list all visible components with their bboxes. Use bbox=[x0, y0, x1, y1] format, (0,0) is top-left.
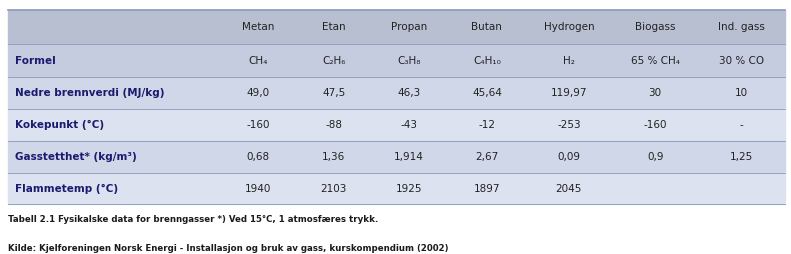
Text: C₄H₁₀: C₄H₁₀ bbox=[473, 56, 501, 66]
Text: 10: 10 bbox=[735, 88, 748, 98]
Text: 2103: 2103 bbox=[320, 184, 347, 194]
Text: Butan: Butan bbox=[471, 22, 502, 32]
Text: -160: -160 bbox=[247, 120, 270, 130]
Text: Tabell 2.1 Fysikalske data for brenngasser *) Ved 15°C, 1 atmosfæres trykk.: Tabell 2.1 Fysikalske data for brenngass… bbox=[8, 215, 378, 224]
Text: CH₄: CH₄ bbox=[248, 56, 268, 66]
Text: 45,64: 45,64 bbox=[472, 88, 501, 98]
Bar bbox=[8, 44, 785, 77]
Text: Gasstetthet* (kg/m³): Gasstetthet* (kg/m³) bbox=[15, 152, 137, 162]
Text: Nedre brennverdi (MJ/kg): Nedre brennverdi (MJ/kg) bbox=[15, 88, 165, 98]
Text: 30: 30 bbox=[649, 88, 662, 98]
Text: Propan: Propan bbox=[391, 22, 427, 32]
Text: 49,0: 49,0 bbox=[247, 88, 270, 98]
Text: Flammetemp (°C): Flammetemp (°C) bbox=[15, 184, 118, 194]
Text: H₂: H₂ bbox=[563, 56, 575, 66]
Text: C₂H₆: C₂H₆ bbox=[322, 56, 346, 66]
Bar bbox=[8, 141, 785, 173]
Text: 1,36: 1,36 bbox=[322, 152, 346, 162]
Text: 1,25: 1,25 bbox=[730, 152, 753, 162]
Text: -160: -160 bbox=[643, 120, 667, 130]
Text: 46,3: 46,3 bbox=[398, 88, 421, 98]
Text: Kilde: Kjelforeningen Norsk Energi - Installasjon og bruk av gass, kurskompendiu: Kilde: Kjelforeningen Norsk Energi - Ins… bbox=[8, 244, 448, 253]
Text: 119,97: 119,97 bbox=[551, 88, 587, 98]
Text: 0,9: 0,9 bbox=[647, 152, 664, 162]
Text: 1940: 1940 bbox=[245, 184, 271, 194]
Text: 65 % CH₄: 65 % CH₄ bbox=[630, 56, 679, 66]
Text: 47,5: 47,5 bbox=[322, 88, 346, 98]
Text: 1925: 1925 bbox=[396, 184, 422, 194]
Text: -12: -12 bbox=[479, 120, 495, 130]
Text: Metan: Metan bbox=[242, 22, 274, 32]
Text: 1,914: 1,914 bbox=[394, 152, 424, 162]
Bar bbox=[8, 77, 785, 109]
Text: -253: -253 bbox=[557, 120, 581, 130]
Text: C₃H₈: C₃H₈ bbox=[398, 56, 421, 66]
Text: Ind. gass: Ind. gass bbox=[718, 22, 765, 32]
Text: -: - bbox=[740, 120, 744, 130]
Text: Etan: Etan bbox=[322, 22, 346, 32]
Text: 0,09: 0,09 bbox=[558, 152, 581, 162]
Text: 30 % CO: 30 % CO bbox=[719, 56, 764, 66]
Text: -88: -88 bbox=[325, 120, 343, 130]
Text: Hydrogen: Hydrogen bbox=[543, 22, 594, 32]
Text: 1897: 1897 bbox=[474, 184, 500, 194]
Text: -43: -43 bbox=[401, 120, 418, 130]
Text: 2045: 2045 bbox=[556, 184, 582, 194]
Text: 0,68: 0,68 bbox=[247, 152, 270, 162]
Bar bbox=[8, 173, 785, 204]
Text: Kokepunkt (°C): Kokepunkt (°C) bbox=[15, 120, 104, 130]
Text: 2,67: 2,67 bbox=[475, 152, 498, 162]
Text: Biogass: Biogass bbox=[635, 22, 676, 32]
Bar bbox=[8, 10, 785, 44]
Bar bbox=[8, 109, 785, 141]
Text: Formel: Formel bbox=[15, 56, 56, 66]
